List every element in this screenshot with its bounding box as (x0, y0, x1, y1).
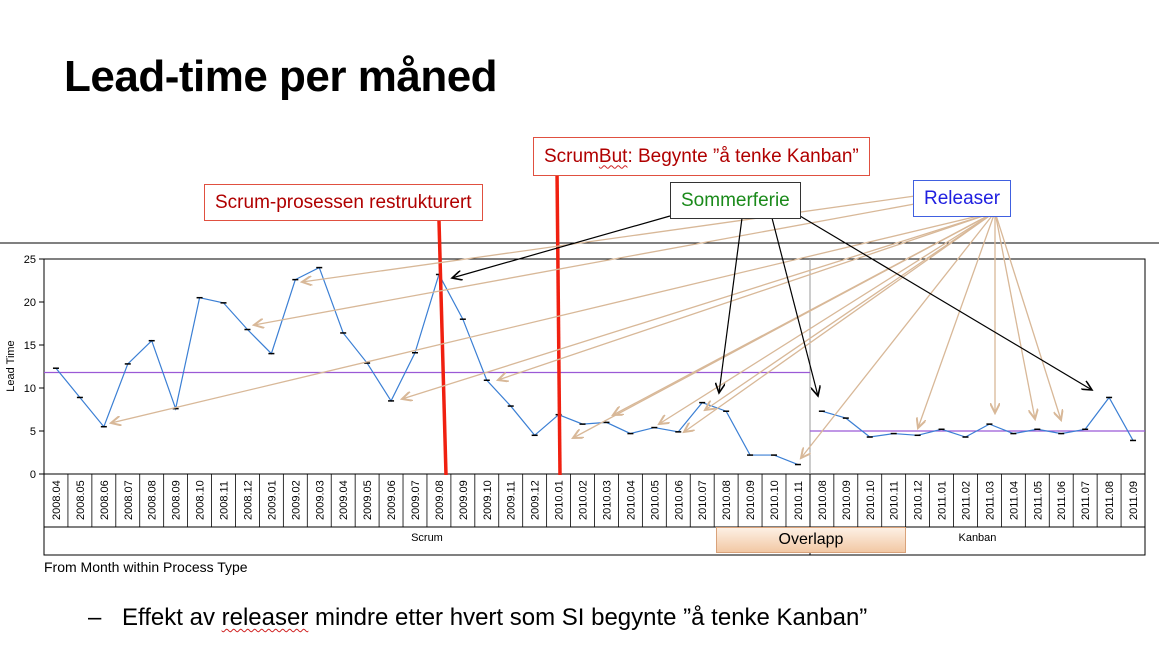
x-tick-label: 2010.02 (578, 480, 590, 520)
y-tick-label: 20 (24, 297, 36, 309)
callout-scrumbut-pre: Scrum (544, 145, 599, 167)
release-arrow (613, 211, 996, 415)
x-tick-label: 2008.07 (123, 480, 135, 520)
x-tick-label: 2008.09 (171, 480, 183, 520)
release-arrow (684, 211, 996, 432)
x-tick-label: 2008.11 (219, 481, 231, 520)
x-tick-label: 2011.03 (984, 481, 996, 520)
x-tick-label: 2010.03 (601, 480, 613, 520)
x-tick-label: 2010.01 (554, 480, 566, 520)
bullet-text-squiggle: releaser (221, 604, 309, 631)
x-tick-label: 2011.02 (960, 481, 972, 520)
release-arrow (994, 211, 1035, 419)
x-tick-label: 2010.06 (673, 480, 685, 520)
plot-frame (43, 258, 1146, 475)
callout-sommerferie: Sommerferie (670, 182, 801, 219)
bullet-dash: – (88, 604, 102, 631)
x-tick-label: 2009.05 (362, 480, 374, 520)
x-tick-label: 2009.10 (482, 480, 494, 520)
release-arrow (918, 211, 996, 428)
release-arrow (659, 211, 996, 424)
x-tick-label: 2010.11 (793, 481, 805, 520)
series-line-kanban (821, 396, 1134, 441)
x-tick-label: 2008.12 (242, 480, 254, 520)
release-arrow (498, 211, 996, 380)
slide-title: Lead-time per måned (64, 52, 498, 101)
y-tick-label: 0 (30, 469, 36, 481)
release-arrow (111, 211, 996, 423)
bullet-text-pre: Effekt av (122, 604, 222, 631)
y-axis-label: Lead Time (5, 340, 17, 391)
x-tick-label: 2011.06 (1056, 481, 1068, 520)
x-tick-label: 2010.11 (889, 481, 901, 520)
release-arrow (302, 195, 916, 282)
x-tick-label: 2009.08 (434, 480, 446, 520)
x-tick-label: 2010.04 (625, 480, 637, 520)
x-tick-label: 2009.06 (386, 480, 398, 520)
callout-scrumbut-post: : Begynte ”å tenke Kanban” (627, 145, 859, 167)
x-tick-label: 2010.07 (697, 480, 709, 520)
y-tick-label: 10 (24, 383, 36, 395)
scrum-restructured-marker (437, 220, 448, 476)
x-tick-label: 2009.09 (458, 480, 470, 520)
release-arrow (705, 211, 996, 410)
x-tick-label: 2010.09 (841, 480, 853, 520)
x-tick-label: 2011.07 (1080, 481, 1092, 520)
x-tick-label: 2009.07 (410, 480, 422, 520)
x-tick-label: 2009.12 (530, 480, 542, 520)
callout-scrumbut-squiggle: But (598, 145, 628, 167)
x-tick-label: 2009.01 (266, 480, 278, 520)
x-tick-label: 2011.04 (1008, 481, 1020, 520)
release-arrows (111, 195, 1061, 458)
x-tick-label: 2009.11 (506, 481, 518, 520)
x-tick-label: 2011.08 (1104, 481, 1116, 520)
y-tick-label: 15 (24, 340, 36, 352)
summer-arrows (452, 215, 1092, 396)
x-tick-label: 2010.10 (769, 480, 781, 520)
x-tick-label: 2011.09 (1128, 481, 1140, 520)
release-arrow (402, 211, 996, 399)
release-arrow (254, 202, 921, 325)
x-tick-label: 2008.08 (147, 480, 159, 520)
group-label-kanban: Kanban (958, 532, 996, 544)
callout-releaser: Releaser (913, 180, 1012, 217)
x-tick-label: 2011.01 (937, 481, 949, 520)
y-tick-label: 5 (30, 426, 36, 438)
x-tick-label: 2010.10 (865, 480, 877, 520)
callout-scrum-restructured: Scrum-prosessen restrukturert (204, 184, 483, 221)
x-tick-label: 2010.08 (817, 480, 829, 520)
series-line-scrum (55, 266, 799, 466)
release-arrow (801, 211, 996, 458)
x-tick-label: 2010.05 (649, 480, 661, 520)
overlapp-label: Overlapp (716, 527, 906, 553)
summer-arrow (452, 215, 671, 278)
x-tick-label: 2008.05 (75, 480, 87, 520)
bullet-text-post: mindre etter hvert som SI begynte ”å ten… (308, 604, 868, 631)
callout-scrum-restructured-text: Scrum-prosessen restrukturert (215, 191, 472, 213)
x-axis-title: From Month within Process Type (44, 559, 248, 575)
x-tick-label: 2008.06 (99, 480, 111, 520)
summer-arrow (771, 217, 818, 396)
release-arrow (994, 211, 1061, 420)
x-tick-label: 2011.05 (1032, 481, 1044, 520)
group-label-scrum: Scrum (411, 532, 443, 544)
x-tick-label: 2009.03 (314, 480, 326, 520)
x-tick-label: 2008.04 (51, 480, 63, 520)
x-tick-label: 2010.08 (721, 480, 733, 520)
callout-scrumbut: Scrum But: Begynte ”å tenke Kanban” (533, 137, 870, 176)
x-tick-label: 2009.02 (290, 480, 302, 520)
x-tick-label: 2010.12 (913, 480, 925, 520)
y-tick-label: 25 (24, 254, 36, 266)
bullet-point: – Effekt av releaser mindre etter hvert s… (88, 604, 867, 632)
x-tick-label: 2008.10 (195, 480, 207, 520)
x-tick-label: 2010.09 (745, 480, 757, 520)
summer-arrow (719, 217, 743, 393)
callout-releaser-text: Releaser (924, 187, 1001, 209)
summer-arrow (799, 215, 1092, 390)
scrumbut-marker (555, 169, 562, 476)
callout-sommerferie-text: Sommerferie (681, 189, 790, 211)
x-tick-label: 2009.04 (338, 480, 350, 520)
